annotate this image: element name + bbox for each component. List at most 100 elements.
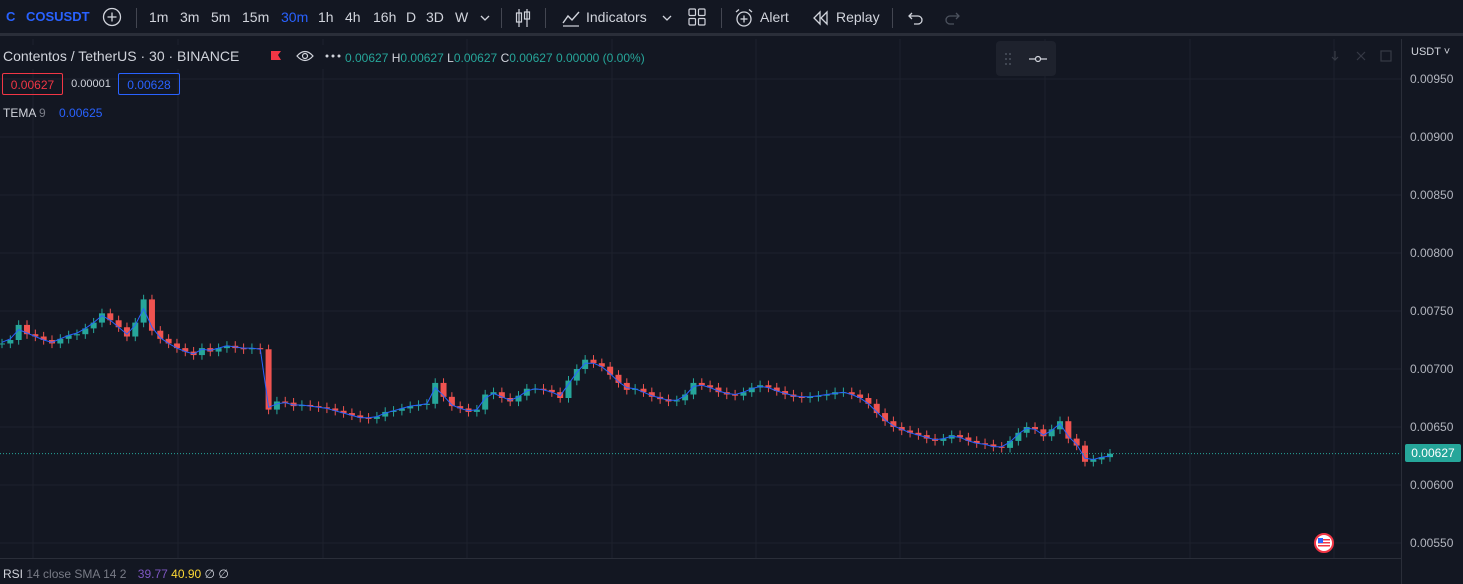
price-tick-label: 0.00850 [1410,188,1454,202]
candle-body [698,382,705,386]
price-scale[interactable] [1401,39,1463,584]
candle-body [590,359,597,364]
timeframe-d-button[interactable]: D [406,9,417,25]
buy-price-button[interactable]: 0.00628 [118,73,180,95]
candle-body [598,363,605,367]
timeframe-15m-button[interactable]: 15m [242,9,270,25]
candle-body [215,348,222,352]
timeframe-16h-button[interactable]: 16h [373,9,397,25]
toolbar-divider [892,8,893,28]
candle-body [223,345,230,349]
candle-body [923,435,930,439]
timeframe-4h-button[interactable]: 4h [345,9,361,25]
candle-body [15,324,22,340]
redo-icon[interactable] [944,10,962,26]
candle-body [990,444,997,447]
candle-body [315,406,322,408]
candles-chart-type-icon[interactable] [514,8,532,28]
replay-rewind-icon[interactable] [812,10,830,26]
candle-body [382,411,389,417]
alert-button[interactable]: Alert [760,9,789,25]
flag-icon[interactable] [270,50,282,62]
candle-body [540,388,547,390]
candle-body [732,394,739,396]
layout-grid-icon[interactable] [688,8,706,26]
floating-drawing-toolbar[interactable] [996,41,1056,76]
candle-body [1048,429,1055,437]
candlestick-chart[interactable] [0,39,1401,558]
tema-indicator-legend[interactable]: TEMA 9 0.00625 [3,106,102,120]
indicators-chevron-down-icon[interactable] [662,13,672,23]
indicators-button[interactable]: Indicators [586,9,647,25]
candle-body [40,336,47,340]
ohlc-values: 0.00627 H0.00627 L0.00627 C0.00627 0.000… [345,51,645,65]
timeframe-3d-button[interactable]: 3D [426,9,444,25]
candle-body [940,438,947,441]
rsi-sma-value: 40.90 [171,567,202,581]
candle-body [373,416,380,419]
timeframe-1h-button[interactable]: 1h [318,9,334,25]
high-value: 0.00627 [400,51,444,65]
candle-body [332,408,339,411]
candle-body [773,387,780,392]
maximize-pane-icon[interactable] [1380,50,1392,62]
candle-body [998,446,1005,448]
replay-button[interactable]: Replay [836,9,880,25]
timeframe-w-button[interactable]: W [455,9,469,25]
candle-body [23,324,30,335]
close-label: C [500,51,510,65]
low-label: L [447,51,454,65]
alarm-clock-icon[interactable] [734,8,754,28]
candle-body [982,443,989,445]
sell-price-button[interactable]: 0.00627 [2,73,63,95]
candle-body [415,404,422,407]
candle-body [307,404,314,407]
price-tick-label: 0.00650 [1410,420,1454,434]
scroll-down-icon[interactable] [1330,50,1340,62]
symbol-logo-icon[interactable]: C [6,9,16,24]
rsi-value: 39.77 [137,567,168,581]
toolbar-divider [721,8,722,28]
candle-body [1040,429,1047,437]
timeframe-chevron-down-icon[interactable] [480,13,490,23]
compare-symbol-plus-icon[interactable] [102,7,122,27]
rsi-pane[interactable] [0,558,1401,584]
timeframe-3m-button[interactable]: 3m [180,9,200,25]
currency-selector[interactable]: USDT ˅ [1411,46,1451,58]
more-options-icon[interactable] [324,53,342,59]
drag-handle-icon[interactable] [1004,52,1012,66]
candle-body [548,389,555,393]
timeframe-5m-button[interactable]: 5m [211,9,231,25]
candle-body [623,382,630,390]
candle-body [1107,453,1113,458]
us-flag-event-icon[interactable] [1314,533,1334,553]
tema-label: TEMA [3,106,36,120]
candle-body [973,440,980,444]
candle-body [740,392,747,396]
candle-body [707,385,714,388]
tema-value: 0.00625 [59,106,103,120]
timeframe-30m-button[interactable]: 30m [281,9,309,25]
eye-visibility-icon[interactable] [296,49,314,63]
main-chart-pane[interactable] [0,39,1401,558]
candle-body [90,322,97,329]
candle-body [715,387,722,393]
rsi-indicator-legend[interactable]: RSI 14 close SMA 14 2 39.77 40.90 ∅ ∅ [3,567,229,581]
collapse-icon[interactable] [1355,50,1367,62]
indicators-icon[interactable] [561,8,581,28]
undo-icon[interactable] [906,10,924,26]
candle-body [1090,459,1097,462]
last-price-label: 0.00627 [1405,444,1461,462]
price-tick-label: 0.00900 [1410,130,1454,144]
candle-body [348,413,355,416]
change-value: 0.00000 (0.00%) [555,51,645,65]
timeframe-1m-button[interactable]: 1m [149,9,169,25]
candle-body [73,334,80,336]
candle-body [290,402,297,407]
candle-body [57,338,64,344]
horizontal-line-tool-icon[interactable] [1028,52,1048,66]
rsi-empty-value: ∅ [218,567,229,581]
tema-period: 9 [39,106,46,120]
symbol-search-button[interactable]: COSUSDT [26,9,90,24]
candle-body [448,396,455,407]
